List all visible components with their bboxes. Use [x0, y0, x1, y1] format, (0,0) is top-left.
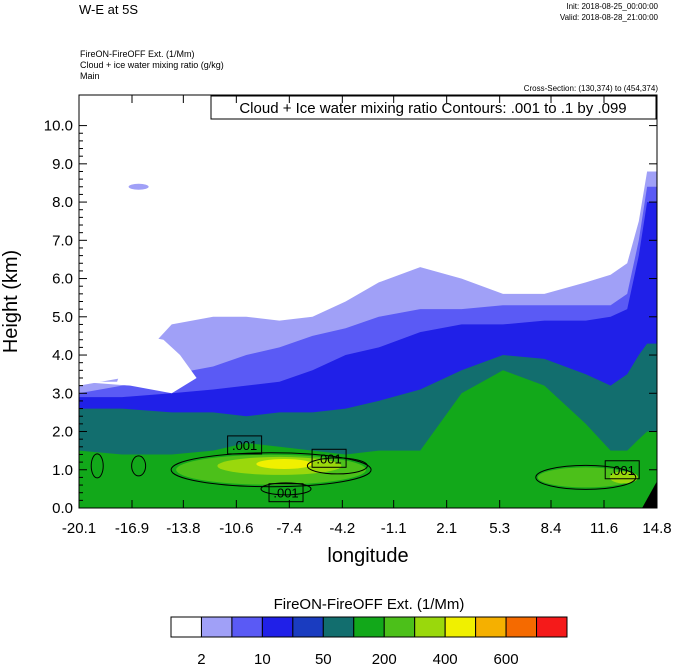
y-tick-label: 0.0 — [52, 500, 73, 517]
y-axis-label: Height (km) — [0, 250, 22, 353]
east-yellow-core — [609, 471, 638, 484]
colorbar-swatch — [475, 616, 507, 638]
colorbar-label: 50 — [315, 651, 332, 667]
y-tick-label: 5.0 — [52, 309, 73, 326]
colorbar-swatch — [414, 616, 446, 638]
contour-line — [131, 455, 147, 477]
init-time: Init: 2018-08-25_00:00:00 — [566, 2, 658, 11]
contour-title: Cloud + Ice water mixing ratio Contours:… — [239, 100, 626, 117]
contour-label: .001 — [273, 486, 298, 501]
x-tick-label: 11.6 — [590, 520, 618, 537]
x-tick-label: -1.1 — [381, 520, 407, 537]
colorbar-swatch — [261, 616, 294, 638]
contour-line — [535, 464, 637, 490]
yellow-core — [256, 459, 313, 470]
colorbar-swatch — [353, 616, 385, 638]
colorbar-swatch — [383, 616, 416, 638]
x-tick-label: -13.8 — [166, 520, 200, 537]
colorbar-swatch — [170, 616, 202, 638]
x-tick-label: 14.8 — [642, 520, 671, 537]
colorbar-label: 600 — [494, 651, 519, 667]
x-tick-label: 5.3 — [489, 520, 510, 537]
field-description-3: Main — [80, 71, 100, 81]
field-description-2: Cloud + ice water mixing ratio (g/kg) — [80, 60, 224, 70]
colorbar-swatch — [200, 616, 233, 638]
contour-label: .001 — [316, 451, 341, 466]
colorbar-swatch — [231, 616, 263, 638]
colorbar-label: 2 — [197, 651, 205, 667]
x-tick-label: -4.2 — [329, 520, 355, 537]
colorbar-swatch — [505, 616, 538, 638]
contour-label-box — [227, 435, 263, 455]
valid-time: Valid: 2018-08-28_21:00:00 — [559, 13, 658, 22]
contour-label: .001 — [610, 463, 635, 478]
colorbar-swatch — [536, 616, 568, 638]
contour-label-box — [268, 483, 304, 503]
y-tick-label: 6.0 — [52, 271, 73, 288]
x-axis-label: longitude — [327, 545, 408, 567]
contour-label-box — [311, 448, 347, 468]
x-tick-label: -20.1 — [62, 520, 96, 537]
contour-line — [260, 482, 312, 496]
field-description-1: FireON-FireOFF Ext. (1/Mm) — [80, 49, 195, 59]
contour-line — [90, 453, 104, 479]
isolated-cloud-blob — [128, 183, 149, 190]
colorbar-label: 200 — [372, 651, 397, 667]
y-tick-label: 4.0 — [52, 347, 73, 364]
east-lime-band — [537, 467, 634, 488]
x-tick-label: -7.4 — [276, 520, 302, 537]
y-tick-label: 2.0 — [52, 424, 73, 441]
clear-air-pocket — [79, 335, 197, 394]
terrain-mask — [642, 481, 657, 508]
contour-line — [170, 452, 372, 488]
y-tick-label: 10.0 — [44, 118, 73, 135]
x-tick-label: 2.1 — [436, 520, 457, 537]
y-tick-label: 3.0 — [52, 385, 73, 402]
colorbar-label: 400 — [433, 651, 458, 667]
colorbar-swatch — [322, 616, 355, 638]
colorbar-label: 10 — [254, 651, 271, 667]
colorbar-swatch — [292, 616, 324, 638]
contour-line — [306, 457, 368, 475]
contour-label: .001 — [232, 438, 257, 453]
plot-area — [79, 171, 657, 508]
plot-title: W-E at 5S — [79, 2, 139, 17]
colorbar-title: FireON-FireOFF Ext. (1/Mm) — [274, 596, 465, 613]
y-tick-label: 9.0 — [52, 156, 73, 173]
colorbar-swatch — [444, 616, 477, 638]
y-tick-label: 7.0 — [52, 232, 73, 249]
contour-label-box — [604, 460, 640, 480]
x-tick-label: -10.6 — [219, 520, 253, 537]
contour-title-box — [210, 95, 657, 120]
y-tick-label: 8.0 — [52, 194, 73, 211]
y-tick-label: 1.0 — [52, 462, 73, 479]
x-tick-label: 8.4 — [541, 520, 562, 537]
x-tick-label: -16.9 — [115, 520, 149, 537]
cross-section-label: Cross-Section: (130,374) to (454,374) — [523, 84, 658, 93]
